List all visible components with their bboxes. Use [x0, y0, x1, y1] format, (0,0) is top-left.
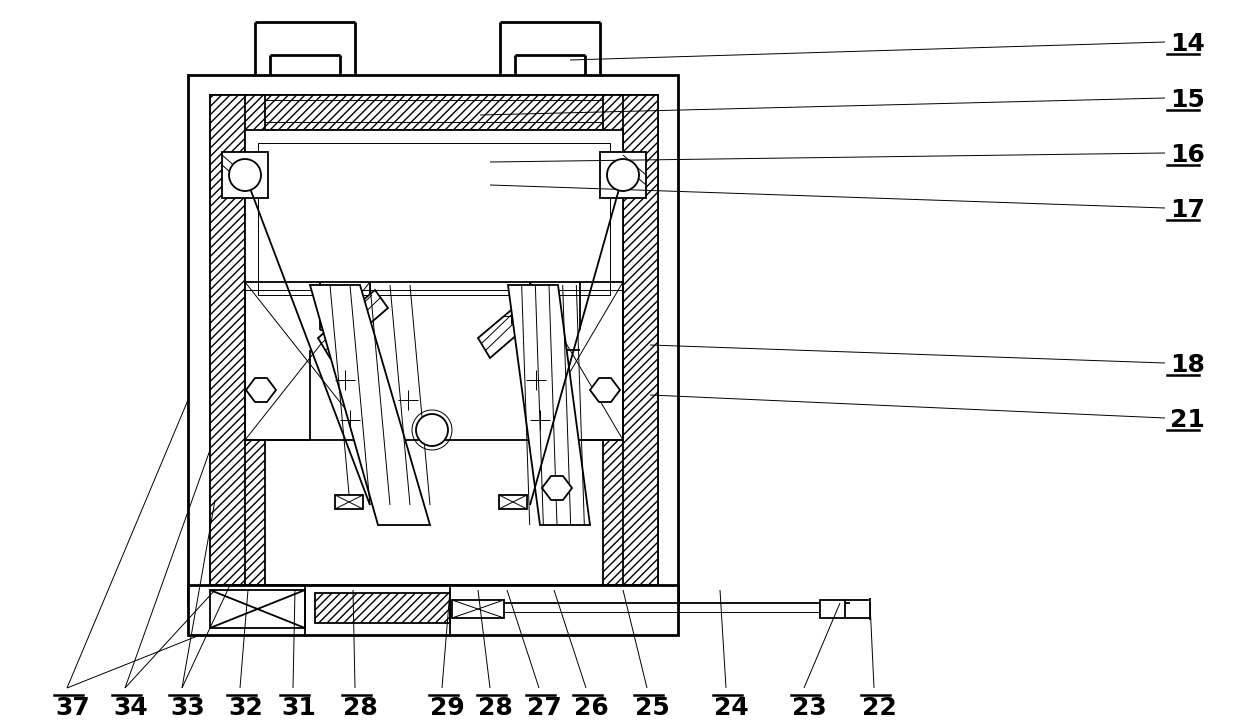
- Text: 21: 21: [1171, 408, 1205, 432]
- Bar: [246, 130, 622, 440]
- Bar: [603, 95, 658, 585]
- Bar: [210, 590, 305, 628]
- Bar: [498, 495, 527, 509]
- Text: 22: 22: [862, 696, 897, 720]
- Bar: [188, 75, 678, 605]
- Text: 23: 23: [792, 696, 827, 720]
- Polygon shape: [508, 285, 590, 525]
- Text: 27: 27: [527, 696, 562, 720]
- Polygon shape: [246, 378, 277, 402]
- Text: 34: 34: [113, 696, 148, 720]
- Text: 17: 17: [1171, 198, 1205, 222]
- Polygon shape: [317, 290, 388, 358]
- Bar: [210, 95, 658, 585]
- Bar: [820, 600, 844, 618]
- Bar: [229, 100, 636, 122]
- Bar: [315, 593, 450, 623]
- Polygon shape: [477, 290, 548, 358]
- Bar: [335, 495, 363, 509]
- Bar: [600, 152, 646, 198]
- Circle shape: [608, 159, 639, 191]
- Text: 28: 28: [477, 696, 513, 720]
- Text: 37: 37: [55, 696, 89, 720]
- Circle shape: [415, 414, 448, 446]
- Polygon shape: [310, 285, 430, 525]
- Bar: [222, 152, 268, 198]
- Bar: [210, 95, 265, 585]
- Polygon shape: [590, 378, 620, 402]
- Text: 14: 14: [1171, 32, 1205, 56]
- Text: 31: 31: [281, 696, 316, 720]
- Text: 16: 16: [1171, 143, 1205, 167]
- Text: 28: 28: [343, 696, 378, 720]
- Text: 25: 25: [635, 696, 670, 720]
- Text: 33: 33: [170, 696, 205, 720]
- Bar: [258, 143, 610, 295]
- Text: 29: 29: [430, 696, 465, 720]
- Text: 32: 32: [228, 696, 263, 720]
- Text: 26: 26: [574, 696, 609, 720]
- Circle shape: [229, 159, 260, 191]
- Text: 24: 24: [714, 696, 749, 720]
- Text: 15: 15: [1171, 88, 1205, 112]
- Bar: [453, 600, 503, 618]
- Bar: [219, 95, 646, 130]
- Bar: [188, 585, 678, 635]
- Text: 18: 18: [1171, 353, 1205, 377]
- Polygon shape: [542, 476, 572, 500]
